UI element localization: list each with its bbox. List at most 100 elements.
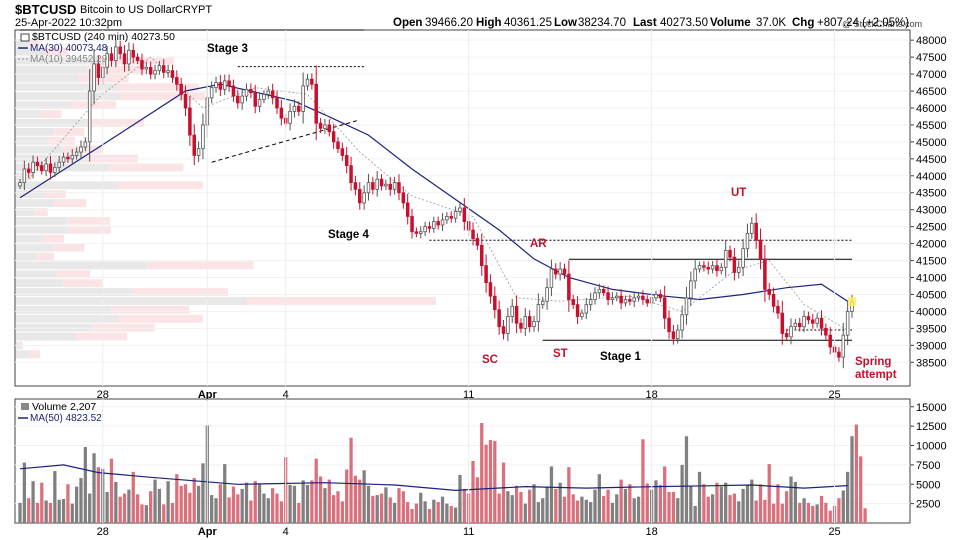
candle-up xyxy=(362,192,366,204)
volume-bar-up xyxy=(737,501,741,523)
price-tick-label: 46500 xyxy=(916,86,947,98)
candle-down xyxy=(109,53,114,61)
volume-bar-down xyxy=(754,500,758,523)
price-legend-swatch xyxy=(20,33,30,42)
candle-up xyxy=(22,168,27,183)
candle-down xyxy=(135,56,140,61)
volume-bar-down xyxy=(771,503,776,523)
candle-down xyxy=(715,265,719,272)
candle-down xyxy=(388,183,393,190)
price-legend-text: $BTCUSD (240 min) 40273.50 xyxy=(32,31,175,43)
vbp-bar-up xyxy=(68,225,111,234)
candle-down xyxy=(449,216,453,219)
vbp-bar-down xyxy=(16,163,109,172)
candle-down xyxy=(131,49,136,58)
candle-up xyxy=(523,316,528,329)
candle-up xyxy=(693,268,697,282)
ohlc-strip: Open 39466.20 High 40361.25 Low 38234.70… xyxy=(393,17,909,29)
volume-bar-down xyxy=(837,498,841,523)
volume-axis: 2500 5000 7500 10000 12500 15000 xyxy=(910,402,947,511)
candle-down xyxy=(40,165,44,172)
candle-up xyxy=(392,182,397,190)
candle-down xyxy=(122,53,127,65)
volume-label: Volume xyxy=(710,17,751,29)
volume-tick-label: 15000 xyxy=(916,402,947,414)
date-tick-label: 28 xyxy=(97,526,109,538)
vbp-bar-up xyxy=(53,127,85,136)
high-label: High xyxy=(476,17,502,29)
volume-bar-up xyxy=(419,492,423,523)
volume-bar-down xyxy=(671,492,676,523)
volume-bar-up xyxy=(432,499,436,523)
volume-bar-up xyxy=(57,499,61,523)
volume-bar-down xyxy=(397,488,401,523)
volume-bar-down xyxy=(554,488,558,523)
volume-bar-down xyxy=(358,479,362,523)
candle-down xyxy=(488,282,493,297)
volume-bar-up xyxy=(305,485,310,523)
volume-bar-up xyxy=(636,496,641,523)
date-tick-label: 18 xyxy=(645,526,657,538)
date-tick-label: 18 xyxy=(645,389,657,401)
volume-bar-up xyxy=(549,466,554,523)
volume-bar-up xyxy=(684,436,689,523)
volume-bar-down xyxy=(310,480,314,523)
candle-up xyxy=(545,287,549,302)
price-tick-label: 41000 xyxy=(916,273,947,285)
candle-down xyxy=(331,131,336,143)
candle-up xyxy=(584,304,589,314)
volume-bar-up xyxy=(580,496,584,523)
candle-down xyxy=(797,322,802,328)
volume-bar-up xyxy=(750,479,754,523)
candle-down xyxy=(227,80,231,87)
candle-up xyxy=(845,311,850,336)
volume-bar-down xyxy=(449,505,453,523)
volume-bar-up xyxy=(724,482,728,523)
volume-bar-down xyxy=(170,502,175,523)
candle-down xyxy=(414,231,419,234)
volume-bar-down xyxy=(122,493,127,523)
spring-label-line2: attempt xyxy=(855,369,897,381)
volume-bar-up xyxy=(423,501,427,523)
candle-down xyxy=(253,92,257,107)
candle-up xyxy=(74,151,79,156)
price-tick-label: 42500 xyxy=(916,222,947,234)
vbp-bar-down xyxy=(16,74,78,83)
candle-up xyxy=(244,88,249,97)
price-tick-label: 45000 xyxy=(916,137,947,149)
last-label: Last xyxy=(633,17,657,29)
candle-up xyxy=(453,210,458,219)
volume-bar-down xyxy=(336,491,340,523)
vbp-bar-down xyxy=(16,208,34,216)
volume-bar-up xyxy=(506,491,510,523)
volume-bar-up xyxy=(362,470,366,523)
vbp-bar-down xyxy=(16,216,68,225)
candle-down xyxy=(297,105,301,112)
volume-bar-down xyxy=(514,485,519,523)
volume-bar-up xyxy=(584,499,588,523)
volume-bar-down xyxy=(484,444,488,523)
stage4-label: Stage 4 xyxy=(328,229,370,241)
vbp-bar-down xyxy=(16,323,93,332)
volume-bar-down xyxy=(109,458,114,523)
volume-bar-up xyxy=(841,490,845,523)
candle-up xyxy=(549,268,554,289)
candle-up xyxy=(153,70,157,75)
volume-bar-down xyxy=(231,486,236,523)
volume-bar-up xyxy=(536,502,540,523)
volume-bar-down xyxy=(96,467,101,523)
candle-up xyxy=(266,90,271,95)
date-tick-label: 4 xyxy=(283,389,289,401)
candle-down xyxy=(601,288,606,294)
candle-down xyxy=(527,316,532,328)
candle-up xyxy=(53,166,57,173)
volume-bar-down xyxy=(179,485,183,523)
candle-up xyxy=(240,95,244,104)
candle-down xyxy=(645,299,650,304)
vbp-bar-up xyxy=(48,136,76,145)
volume-bar-down xyxy=(480,423,484,523)
vbp-bar-down xyxy=(16,38,29,47)
candle-down xyxy=(619,295,623,304)
volume-bar-down xyxy=(732,493,737,523)
candle-up xyxy=(741,248,745,268)
